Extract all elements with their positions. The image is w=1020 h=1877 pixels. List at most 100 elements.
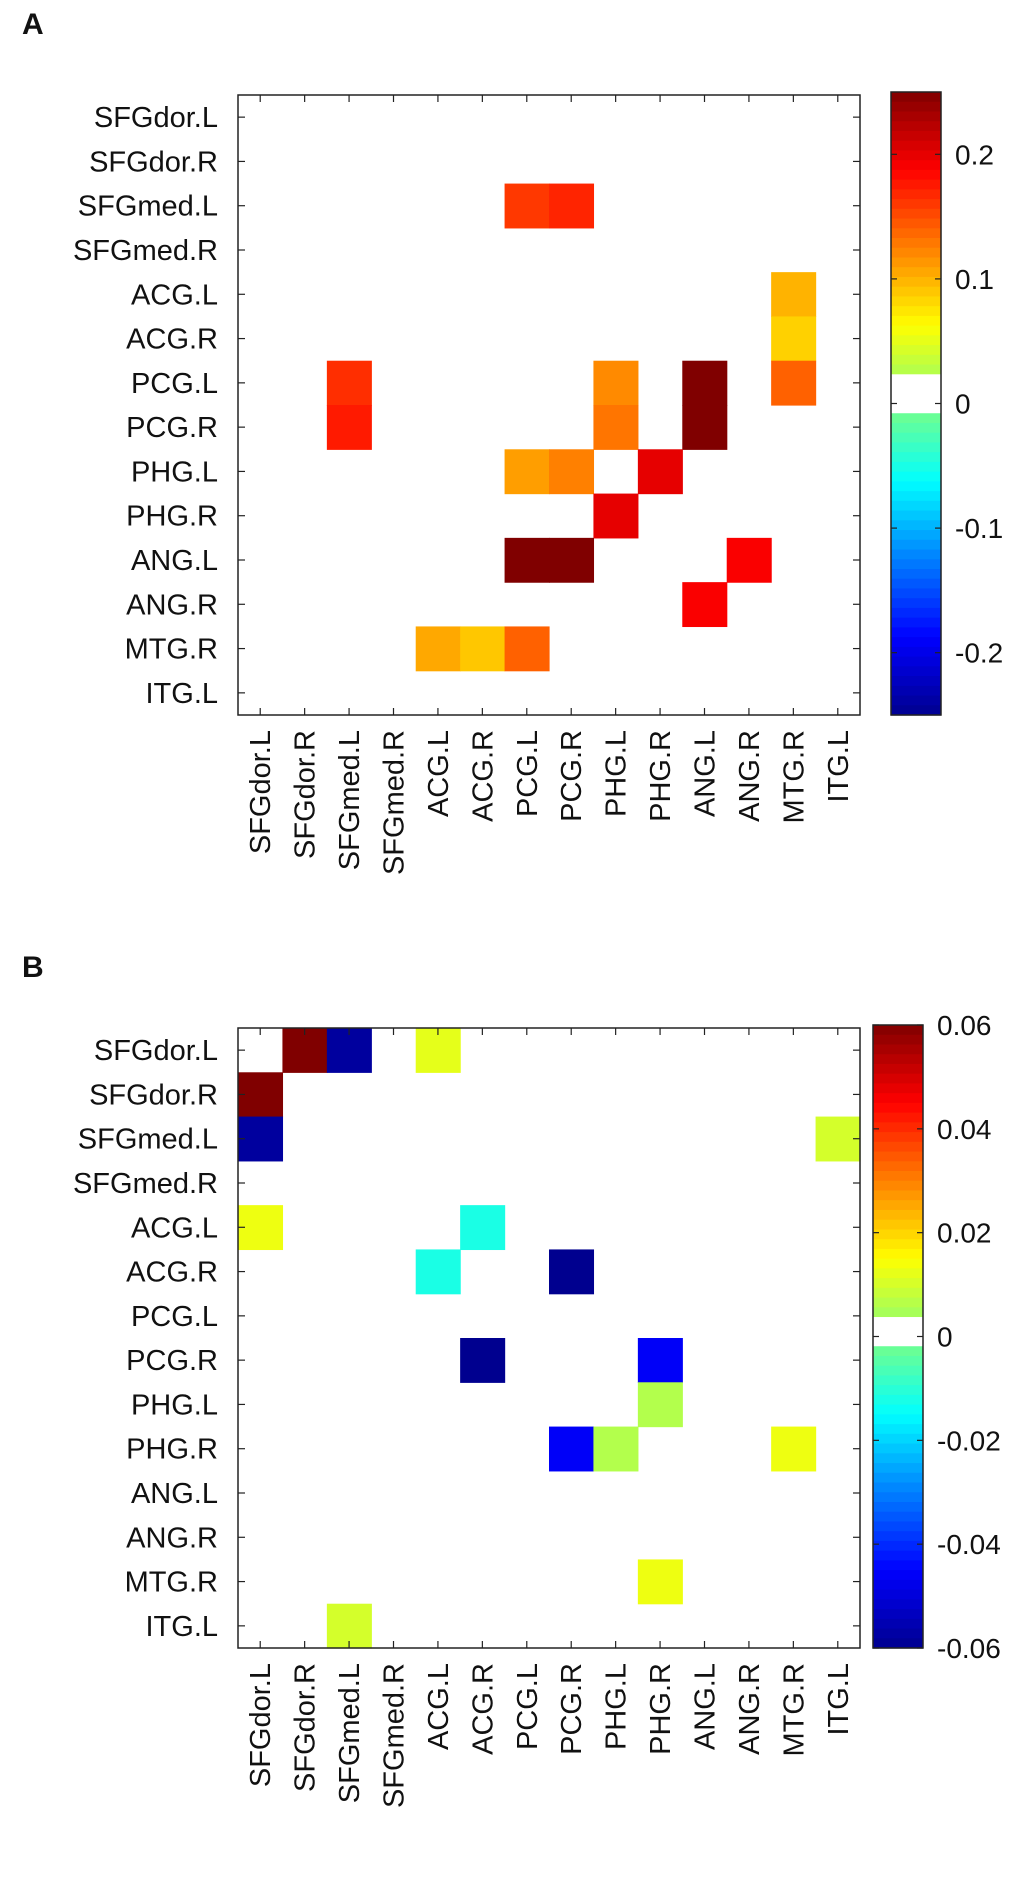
heatmap-cell xyxy=(771,272,817,318)
x-tick-label: ITG.L xyxy=(823,1663,855,1736)
colorbar-segment xyxy=(891,354,941,366)
colorbar-segment xyxy=(873,1083,923,1094)
colorbar-segment xyxy=(873,1599,923,1610)
colorbar-segment xyxy=(891,315,941,327)
colorbar-segment xyxy=(873,1346,923,1357)
y-tick-label: SFGmed.R xyxy=(73,235,218,267)
heatmap-cell xyxy=(415,1249,461,1295)
colorbar-tick-label: 0.06 xyxy=(937,1010,992,1041)
heatmap-cell xyxy=(682,405,728,450)
colorbar-segment xyxy=(891,588,941,599)
colorbar-segment xyxy=(873,1112,923,1123)
x-tick-label: ACG.L xyxy=(423,730,455,817)
colorbar-segment xyxy=(891,208,941,220)
colorbar-segment xyxy=(891,403,941,414)
colorbar-segment xyxy=(873,1589,923,1600)
heatmap-cell xyxy=(593,405,639,450)
colorbar-segment xyxy=(873,1102,923,1114)
heatmap-cell xyxy=(549,183,595,229)
x-tick-label: SFGmed.L xyxy=(334,730,366,870)
heatmap-cell xyxy=(593,493,639,539)
colorbar-segment xyxy=(873,1190,923,1201)
colorbar-segment xyxy=(891,121,941,132)
colorbar-segment xyxy=(873,1560,923,1571)
colorbar-segment xyxy=(873,1609,923,1620)
x-tick-label: MTG.R xyxy=(778,1663,810,1756)
colorbar-tick-label: 0.2 xyxy=(955,139,994,170)
x-tick-label: PCG.R xyxy=(556,730,588,822)
colorbar-segment xyxy=(873,1531,923,1542)
colorbar-segment xyxy=(891,199,941,210)
colorbar-segment xyxy=(873,1063,923,1075)
y-tick-label: PCG.L xyxy=(131,368,218,400)
y-tick-label: ACG.L xyxy=(131,279,218,311)
colorbar-segment xyxy=(873,1433,923,1445)
x-tick-label: ACG.L xyxy=(423,1663,455,1750)
x-tick-label: MTG.R xyxy=(778,730,810,823)
colorbar-segment xyxy=(891,228,941,239)
colorbar-tick-label: 0.02 xyxy=(937,1218,992,1249)
colorbar-segment xyxy=(891,238,941,249)
colorbar-segment xyxy=(873,1492,923,1503)
colorbar-segment xyxy=(891,637,941,648)
colorbar-tick-label: 0.1 xyxy=(955,264,994,295)
colorbar-segment xyxy=(873,1638,923,1649)
heatmap-cell xyxy=(504,183,550,229)
colorbar-segment xyxy=(873,1521,923,1532)
colorbar-segment xyxy=(891,257,941,268)
y-tick-label: ANG.L xyxy=(131,1478,218,1510)
y-tick-label: ACG.R xyxy=(126,1257,218,1289)
plot-frame xyxy=(237,94,861,716)
colorbar-segment xyxy=(873,1579,923,1591)
x-tick-label: ANG.L xyxy=(690,1663,722,1750)
x-tick-label: PHG.L xyxy=(601,730,633,817)
colorbar-segment xyxy=(873,1550,923,1561)
colorbar-segment xyxy=(891,598,941,609)
heatmap-cell xyxy=(460,1338,506,1383)
heatmap-cell xyxy=(771,360,817,406)
heatmap-cell xyxy=(637,1382,683,1428)
colorbar-segment xyxy=(891,705,941,716)
x-tick-label: PCG.L xyxy=(512,730,544,817)
x-tick-label: SFGdor.R xyxy=(290,730,322,859)
colorbar-segment xyxy=(891,189,941,200)
y-tick-label: PHG.L xyxy=(131,1389,218,1421)
colorbar-segment xyxy=(873,1375,923,1386)
colorbar-segment xyxy=(891,627,941,638)
colorbar-segment xyxy=(873,1472,923,1484)
colorbar-segment xyxy=(873,1336,923,1347)
colorbar-segment xyxy=(891,267,941,278)
colorbar-segment xyxy=(891,160,941,171)
y-tick-label: PHG.R xyxy=(126,501,218,533)
colorbar-segment xyxy=(873,1365,923,1377)
heatmap-cell xyxy=(460,626,506,672)
colorbar-segment xyxy=(873,1229,923,1240)
heatmap-cell xyxy=(238,1205,284,1251)
colorbar-segment xyxy=(873,1414,923,1425)
colorbar-segment xyxy=(891,111,941,122)
colorbar-segment xyxy=(873,1540,923,1552)
colorbar-tick-label: 0.04 xyxy=(937,1114,992,1145)
heatmap-cell xyxy=(726,537,772,583)
colorbar-segment xyxy=(891,325,941,336)
colorbar-segment xyxy=(891,656,941,667)
x-tick-label: ANG.L xyxy=(690,730,722,817)
colorbar-segment xyxy=(891,685,941,697)
colorbar-tick-label: -0.04 xyxy=(937,1529,1001,1560)
heatmap-cell xyxy=(504,449,550,495)
x-tick-label: ACG.R xyxy=(467,730,499,822)
colorbar-segment xyxy=(891,422,941,434)
colorbar-segment xyxy=(891,676,941,687)
colorbar-tick-label: -0.02 xyxy=(937,1425,1001,1456)
heatmap-cell xyxy=(549,1426,595,1472)
colorbar-segment xyxy=(873,1239,923,1250)
colorbar-segment xyxy=(873,1025,923,1036)
colorbar-segment xyxy=(873,1132,923,1143)
colorbar-segment xyxy=(891,92,941,103)
colorbar-segment xyxy=(873,1404,923,1415)
colorbar-segment xyxy=(891,481,941,492)
colorbar-segment xyxy=(891,617,941,628)
heatmap-cell xyxy=(282,1028,328,1073)
x-tick-label: SFGdor.L xyxy=(245,730,277,854)
heatmap-cell xyxy=(637,1338,683,1383)
